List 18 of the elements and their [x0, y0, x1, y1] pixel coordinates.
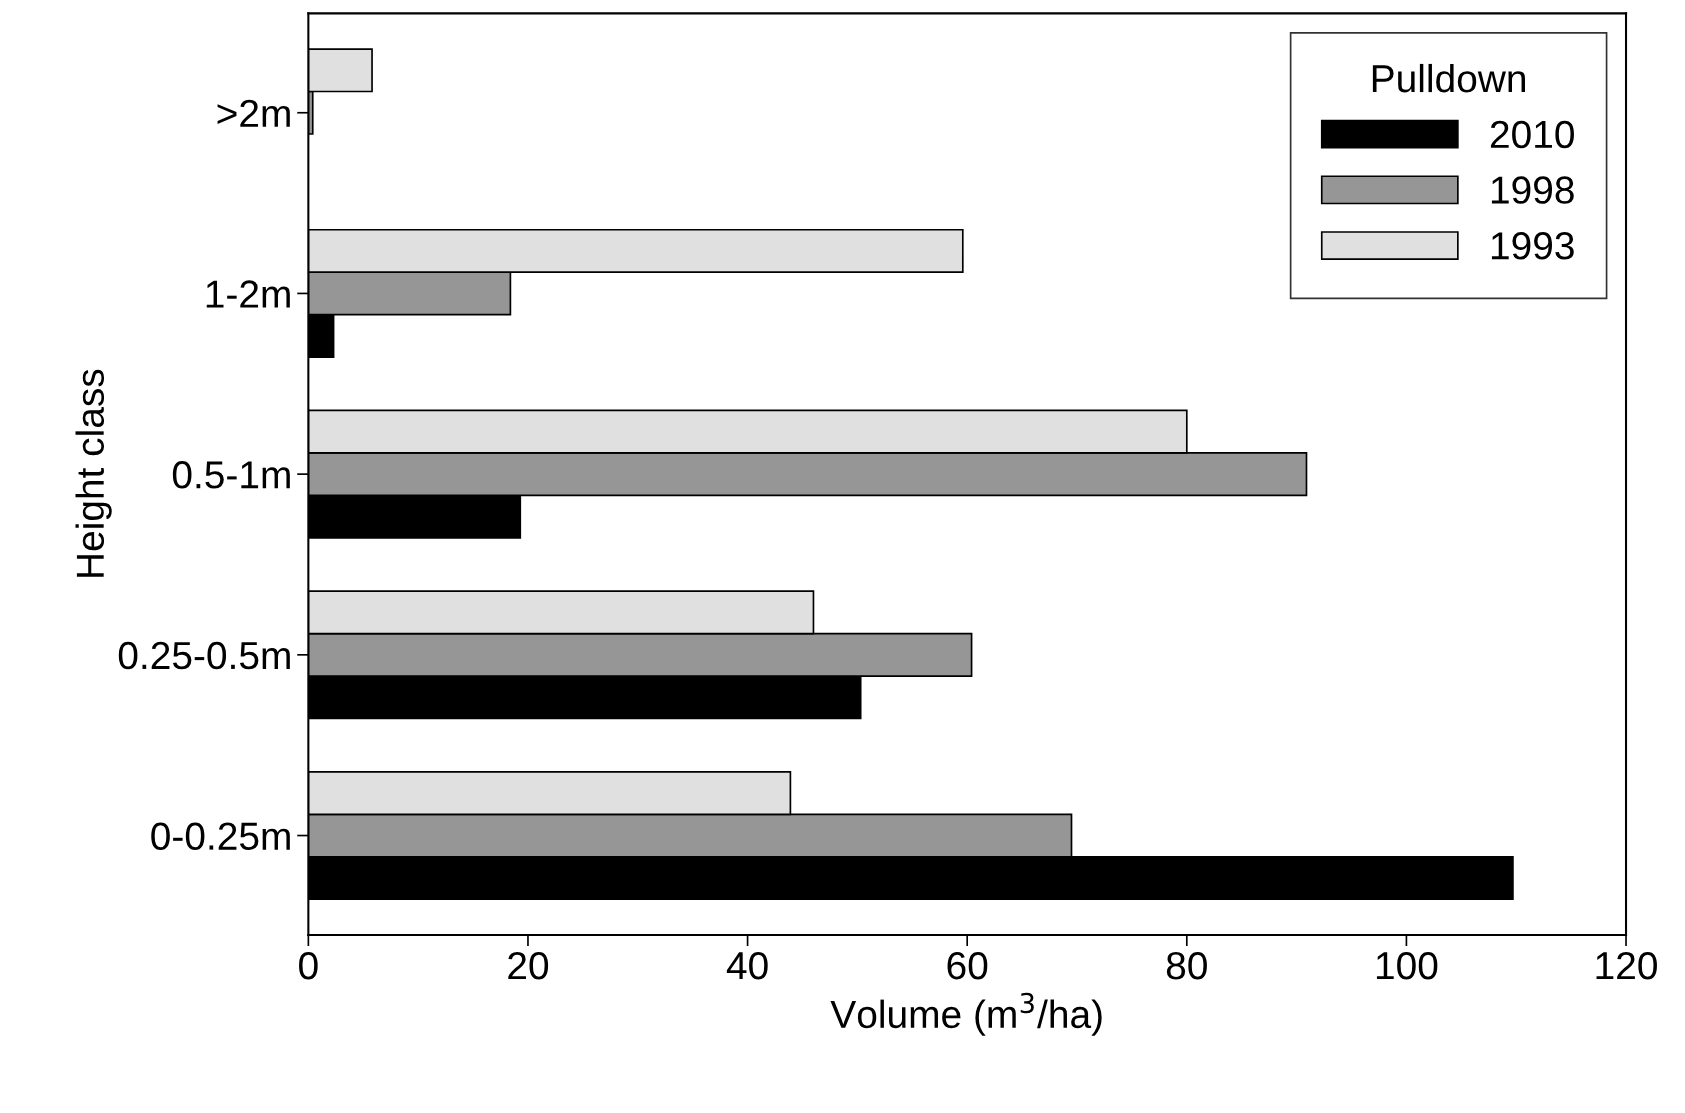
- x-tick-label: 60: [947, 951, 988, 980]
- legend-label: 1993: [1491, 232, 1574, 260]
- y-tick-label: 0-0.25m: [151, 822, 290, 851]
- y-tick-label: 0.25-0.5m: [118, 641, 290, 670]
- y-tick-label: >2m: [217, 99, 290, 127]
- x-tick-label: 120: [1596, 951, 1657, 980]
- legend-label: 1998: [1491, 176, 1574, 204]
- x-tick-label: 20: [508, 951, 549, 980]
- legend-label: 2010: [1490, 120, 1574, 149]
- y-tick-label: 0.5-1m: [172, 461, 290, 489]
- x-tick-label: 40: [726, 951, 768, 980]
- x-axis-title: Volume (m$^{3}$/ha): [830, 992, 1102, 1036]
- legend-title: Pulldown: [1372, 63, 1525, 93]
- x-tick-label: 100: [1376, 951, 1438, 980]
- y-axis-title: Height class: [75, 369, 112, 577]
- x-tick-label: 0: [299, 951, 318, 980]
- y-tick-label: 1-2m: [206, 280, 290, 308]
- x-tick-label: 80: [1166, 951, 1207, 980]
